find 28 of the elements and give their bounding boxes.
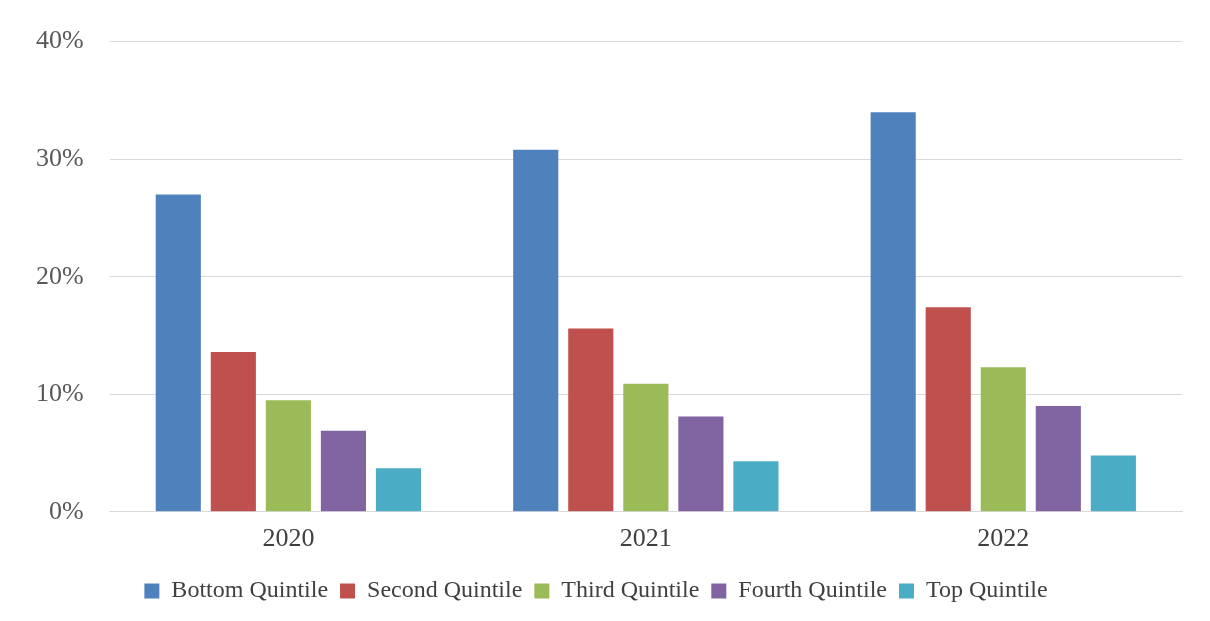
bar [980, 367, 1026, 512]
bar [155, 194, 201, 512]
legend-label: Top Quintile [925, 576, 1048, 603]
bar [733, 461, 779, 512]
bar [568, 328, 614, 512]
legend-label: Bottom Quintile [171, 576, 329, 603]
bar [1035, 406, 1081, 512]
bar [870, 112, 916, 512]
y-tick-label: 0% [48, 495, 84, 525]
bar [375, 468, 422, 512]
legend-label: Third Quintile [561, 576, 700, 603]
bar [623, 383, 669, 512]
x-tick-label: 2021 [619, 523, 672, 553]
legend-label: Fourth Quintile [738, 576, 887, 603]
bar [1090, 455, 1136, 512]
y-tick-label: 40% [35, 25, 84, 55]
x-tick-label: 2022 [977, 523, 1030, 553]
bar [513, 149, 559, 512]
bar [925, 307, 971, 512]
y-tick-label: 10% [35, 378, 84, 408]
bar [678, 416, 724, 512]
bar [265, 400, 311, 512]
y-tick-label: 20% [35, 260, 84, 290]
x-tick-label: 2020 [262, 523, 315, 553]
bar [320, 430, 366, 512]
bar [210, 351, 256, 512]
y-tick-label: 30% [35, 142, 84, 172]
legend-label: Second Quintile [367, 576, 523, 603]
